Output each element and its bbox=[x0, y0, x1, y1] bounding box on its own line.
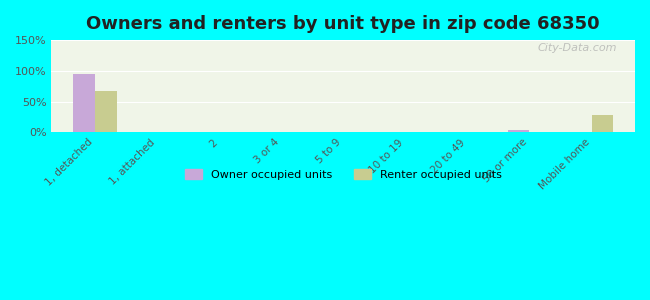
Bar bbox=[508, 130, 530, 132]
Bar bbox=[73, 74, 95, 132]
Bar bbox=[592, 115, 613, 132]
Text: City-Data.com: City-Data.com bbox=[538, 43, 617, 53]
Legend: Owner occupied units, Renter occupied units: Owner occupied units, Renter occupied un… bbox=[181, 164, 506, 184]
Bar bbox=[95, 91, 116, 132]
Title: Owners and renters by unit type in zip code 68350: Owners and renters by unit type in zip c… bbox=[86, 15, 600, 33]
